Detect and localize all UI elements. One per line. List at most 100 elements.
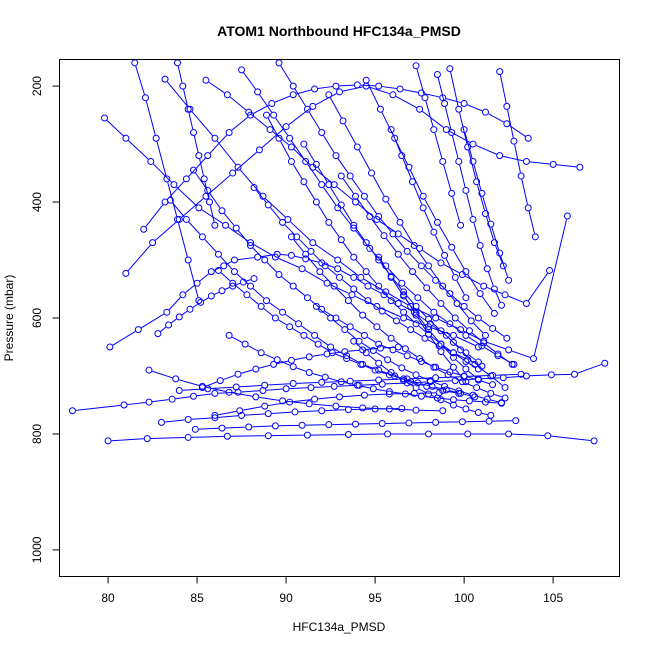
series-17-point [325,181,333,189]
series-39-segment [183,89,188,106]
series-13-point [293,233,301,241]
series-4-point [309,102,317,110]
series-27-segment [205,386,226,392]
series-16-point [316,268,324,276]
series-22-point [490,309,498,317]
series-37-point [207,292,215,300]
series-37-point [239,278,247,286]
series-12-segment [436,313,448,323]
series-17-point [350,221,358,229]
series-15-segment [480,319,491,327]
series-33-point [469,215,477,223]
series-0-segment [168,297,181,310]
series-7-segment [252,288,265,299]
series-4-point [442,126,450,134]
series-28-point [371,405,379,413]
series-0-point [364,282,372,290]
series-17-point [312,160,320,168]
series-20-segment [486,344,496,353]
series-3-point [323,279,331,287]
series-29-segment [325,380,347,383]
series-3-point [122,134,130,142]
series-38-point [184,256,192,264]
series-39-point [190,128,198,136]
series-2-segment [150,437,185,439]
series-8-point [218,207,226,215]
series-1-point [282,385,290,393]
series-11-point [385,388,393,396]
series-0-point [302,255,310,263]
series-20-point [394,250,402,258]
series-21-segment [431,394,439,399]
series-24-point [451,273,459,281]
series-2-point [303,431,311,439]
series-24-segment [413,184,423,205]
series-3-point [298,265,306,273]
series-35-segment [482,196,491,221]
series-35-segment [500,256,509,278]
series-9-point [394,230,402,238]
series-8-point [303,294,311,302]
series-36-point [503,102,511,110]
series-29-segment [353,379,376,382]
series-12-point [286,134,294,142]
series-29-point [289,380,297,388]
series-0-point [220,262,228,270]
series-20-point [352,192,360,200]
series-12-point [430,308,438,316]
series-29-point [318,378,326,386]
series-18-segment [447,387,456,391]
series-32-segment [276,360,289,365]
series-11-segment [264,353,275,359]
series-13-segment [399,322,408,329]
series-36-point [496,68,504,76]
series-34-segment [450,72,459,106]
series-12-point [254,88,262,96]
series-8-segment [195,172,207,188]
series-4-point [496,152,504,160]
series-17-segment [455,344,464,351]
series-19-point [481,331,489,339]
series-5-point [481,108,489,116]
series-14-point [350,253,358,261]
series-8-segment [266,262,277,273]
series-7-segment [349,356,360,364]
series-5-segment [509,125,526,137]
series-10-segment [363,365,373,370]
series-19-segment [330,97,342,119]
series-29-segment [467,375,490,377]
series-20-point [337,172,345,180]
series-18-segment [419,375,428,380]
series-32-segment [312,354,324,357]
series-24-segment [434,235,444,253]
series-23-point [449,353,457,361]
series-0-segment [185,285,195,293]
series-8-segment [367,336,376,343]
series-17-point [462,349,470,357]
series-7-point [182,215,190,223]
series-23-point [462,365,470,373]
series-5-point [332,82,340,90]
series-15-point [389,230,397,238]
series-32-point [234,370,242,378]
series-36-segment [499,74,507,104]
series-32-point [341,348,349,356]
series-16-point [444,371,452,379]
series-0-point [501,384,509,392]
series-1-point [168,395,176,403]
series-15-segment [394,236,406,249]
series-14-segment [267,117,278,136]
series-12-segment [468,336,480,345]
series-1-point [211,389,219,397]
series-19-segment [387,201,399,220]
series-29-point [232,383,240,391]
series-4-point [389,91,397,99]
series-35-segment [464,132,473,159]
series-11-point [369,385,377,393]
series-15-point [318,128,326,136]
series-24-segment [391,132,401,153]
series-34-segment [486,216,494,240]
series-20-segment [500,355,510,363]
y-tick-label: 400 [30,192,44,212]
